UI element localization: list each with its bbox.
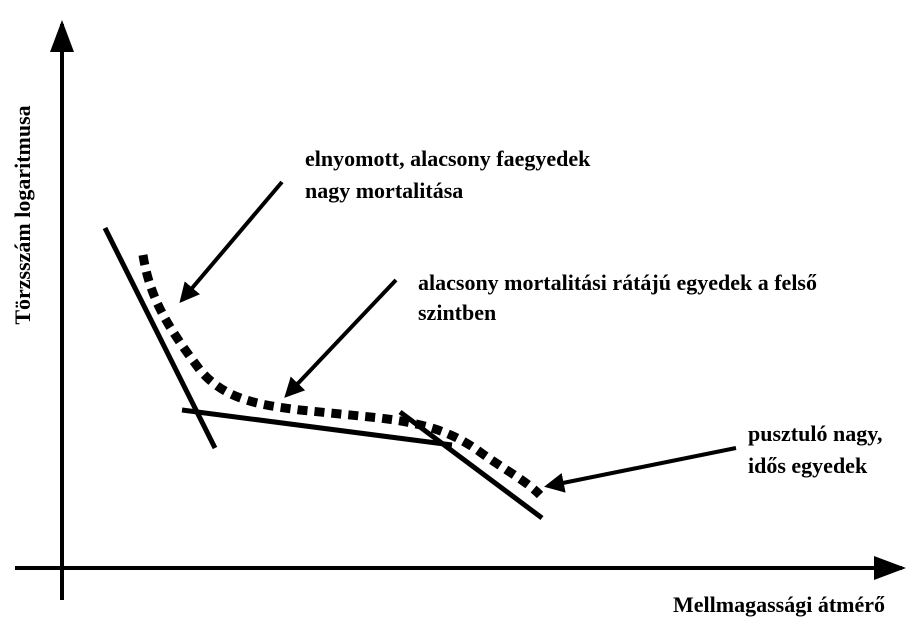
dotted-curve — [138, 254, 544, 499]
x-axis-label: Mellmagassági átmérő — [673, 592, 885, 617]
y-axis-label: Törzsszám logaritmusa — [10, 105, 35, 324]
arrow — [544, 446, 737, 493]
segment — [181, 407, 453, 448]
annotation: szintben — [418, 300, 496, 325]
arrow — [179, 180, 284, 304]
annotation: idős egyedek — [748, 453, 868, 478]
annotation: nagy mortalitása — [305, 178, 463, 203]
annotation: elnyomott, alacsony faegyedek — [305, 146, 591, 171]
segment — [102, 226, 218, 450]
annotation: pusztuló nagy, — [748, 421, 883, 446]
annotation: alacsony mortalitási rátájú egyedek a fe… — [418, 270, 817, 295]
arrow — [284, 278, 398, 398]
